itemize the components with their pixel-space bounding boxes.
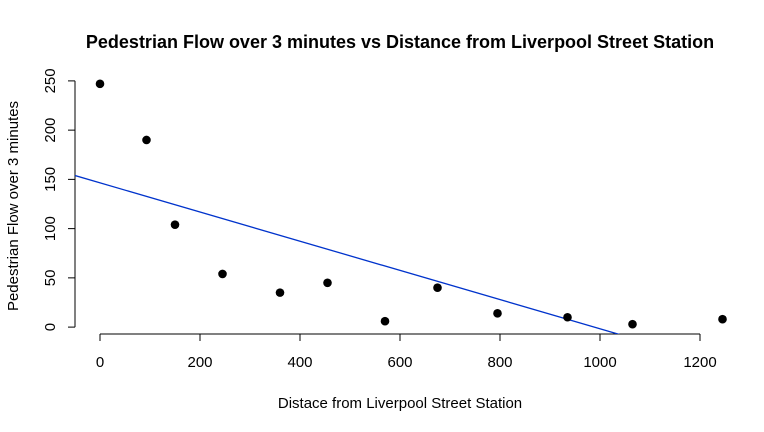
y-axis: 0 50 100 150 200 250 bbox=[42, 68, 76, 331]
x-axis: 0 200 400 600 800 1000 1200 bbox=[96, 333, 717, 371]
x-tick-label: 1000 bbox=[583, 354, 616, 371]
y-tick-label: 250 bbox=[42, 68, 59, 93]
data-point bbox=[380, 316, 390, 326]
data-point bbox=[563, 312, 572, 322]
y-tick-label: 200 bbox=[42, 118, 59, 143]
y-tick-label: 100 bbox=[42, 216, 59, 241]
data-point bbox=[275, 288, 285, 297]
data-point bbox=[628, 319, 637, 329]
data-point bbox=[218, 269, 227, 279]
regression-line-group bbox=[75, 174, 621, 334]
data-points bbox=[95, 79, 727, 329]
data-point bbox=[323, 278, 332, 288]
chart-title: Pedestrian Flow over 3 minutes vs Distan… bbox=[86, 32, 714, 52]
x-axis-label: Distace from Liverpool Street Station bbox=[278, 395, 522, 412]
x-tick-label: 0 bbox=[96, 354, 104, 371]
y-tick-label: 0 bbox=[42, 323, 59, 331]
x-tick-label: 800 bbox=[487, 354, 512, 371]
data-point bbox=[493, 309, 502, 318]
x-tick-label: 200 bbox=[187, 354, 212, 371]
y-tick-label: 50 bbox=[42, 270, 59, 287]
data-point bbox=[170, 220, 180, 229]
data-point bbox=[95, 79, 105, 89]
x-tick-label: 400 bbox=[287, 354, 312, 371]
y-tick-label: 150 bbox=[42, 167, 59, 192]
y-axis-label: Pedestrian Flow over 3 minutes bbox=[5, 101, 22, 311]
data-point bbox=[433, 283, 442, 293]
x-tick-label: 1200 bbox=[683, 354, 716, 371]
data-point bbox=[142, 135, 151, 145]
x-tick-label: 600 bbox=[387, 354, 412, 371]
regression-line bbox=[75, 174, 621, 334]
data-point bbox=[718, 314, 727, 324]
